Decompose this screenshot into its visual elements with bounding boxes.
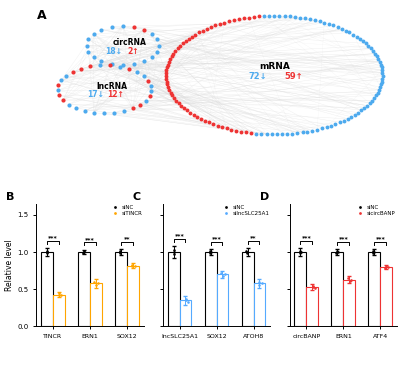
Point [183,298,189,303]
Legend: siNC, siTINCR: siNC, siTINCR [109,205,142,216]
Text: **: ** [124,236,130,241]
Text: 2↑: 2↑ [128,47,139,56]
Bar [369,252,380,326]
Point [385,264,392,270]
Text: ***: *** [338,236,348,241]
Point [171,249,177,255]
Text: lncRNA: lncRNA [96,82,128,91]
Point [91,279,97,285]
Text: ***: *** [212,236,221,241]
Point [259,280,265,286]
Text: **: ** [250,235,257,240]
Bar [127,266,139,326]
Bar [78,252,90,326]
Point [348,277,354,283]
Point [129,263,135,269]
Point [170,251,177,257]
Point [170,247,177,253]
Point [298,249,304,255]
Point [243,250,250,256]
Text: 72↓: 72↓ [249,72,267,81]
Point [93,282,99,288]
Bar [343,280,355,326]
Text: 17↓: 17↓ [87,91,104,99]
Bar [180,301,191,326]
Point [371,249,377,255]
Point [310,284,316,290]
Point [309,283,316,289]
Point [208,249,214,255]
Bar [205,252,217,326]
Point [255,279,262,285]
Text: 12↑: 12↑ [107,91,124,99]
Bar [380,267,392,326]
Point [346,278,353,284]
Bar [242,252,253,326]
Text: circRNA: circRNA [113,38,147,47]
Point [382,263,389,269]
Bar [253,283,265,326]
Text: 59↑: 59↑ [285,72,304,81]
Text: ***: *** [302,235,311,240]
Point [221,272,228,278]
Text: mRNA: mRNA [259,62,290,71]
Text: ***: *** [85,237,95,242]
Text: B: B [6,191,14,201]
Point [206,250,213,256]
Bar [41,252,53,326]
Point [297,250,304,256]
Point [44,248,50,254]
Point [370,250,377,256]
Bar [332,252,343,326]
Bar [306,287,318,326]
Point [79,250,86,256]
Point [44,249,51,255]
Text: ***: *** [48,235,58,240]
Bar [294,252,306,326]
Y-axis label: Relative level: Relative level [6,239,14,291]
Point [370,248,377,254]
Point [117,250,123,256]
Legend: siNC, silncSLC25A1: siNC, silncSLC25A1 [220,205,269,216]
Bar [115,252,127,326]
Point [132,263,138,269]
Text: ***: *** [375,236,385,241]
Point [382,265,389,271]
Text: A: A [37,9,47,22]
Point [58,292,65,298]
Bar [168,252,180,326]
Point [334,249,341,255]
Point [220,273,226,279]
Point [243,248,250,254]
Text: ***: *** [175,233,184,238]
Point [297,248,304,254]
Point [56,292,63,298]
Text: C: C [133,191,141,201]
Point [129,262,135,267]
Point [95,280,101,286]
Point [244,249,250,255]
Point [117,249,124,255]
Point [345,275,351,281]
Point [81,248,87,254]
Bar [53,295,65,326]
Point [312,285,318,291]
Text: 18↓: 18↓ [105,47,122,56]
Point [333,250,340,256]
Point [182,296,189,302]
Point [81,249,87,255]
Point [44,250,50,256]
Point [185,299,191,305]
Point [116,248,123,254]
Bar [90,283,101,326]
Point [218,270,224,276]
Legend: siNC, sicircBANP: siNC, sicircBANP [355,205,396,216]
Bar [217,275,229,326]
Point [207,248,214,254]
Point [334,248,340,254]
Point [255,282,262,288]
Text: D: D [259,191,269,201]
Point [56,290,62,296]
